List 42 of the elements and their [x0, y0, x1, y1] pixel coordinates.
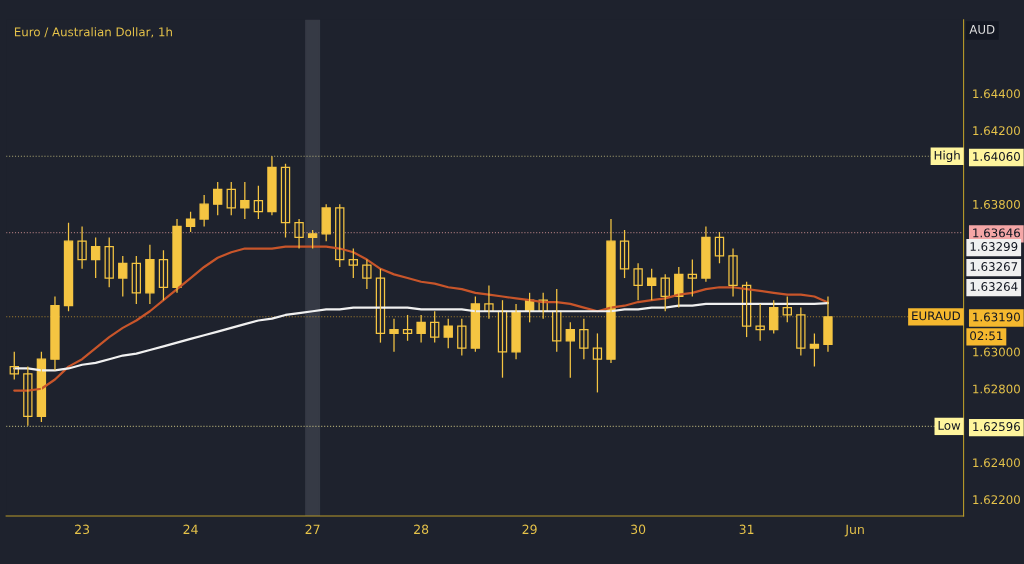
- y-tick-label: 1.62400: [973, 458, 1020, 468]
- x-tick-label: 31: [739, 524, 754, 535]
- x-tick-label: 28: [414, 524, 429, 535]
- y-axis-title: AUD: [969, 25, 995, 34]
- candlestick: [755, 303, 765, 342]
- y-tick-label: 1.63800: [973, 199, 1020, 209]
- y-tick-label: 1.63190: [973, 312, 1020, 322]
- x-tick-label: 23: [75, 524, 90, 535]
- candlestick: [104, 236, 114, 288]
- ref-line-label: High: [934, 150, 960, 162]
- x-tick-label: Jun: [844, 524, 864, 537]
- y-tick-label: 1.62800: [973, 384, 1020, 394]
- candlestick: [443, 318, 453, 349]
- y-tick-label: 1.62596: [973, 422, 1020, 432]
- candlestick: [362, 258, 372, 290]
- candlestick: [240, 181, 250, 220]
- candlestick: [321, 203, 331, 242]
- x-tick-label: 29: [522, 524, 537, 535]
- y-tick-label: 1.63000: [973, 347, 1020, 357]
- candlestick: [23, 365, 33, 427]
- candlestick: [796, 306, 806, 357]
- text: 1.63267: [970, 262, 1018, 272]
- y-tick-label: 1.62200: [973, 495, 1020, 505]
- text: Euro / Australian Dollar, 1h: [14, 27, 172, 38]
- ref-line-label: Low: [938, 421, 961, 430]
- text: 1.63264: [970, 282, 1018, 292]
- y-tick-label: 1.63646: [973, 228, 1020, 238]
- y-tick-label: 1.64060: [973, 152, 1020, 161]
- ref-line-label: EURAUD: [912, 311, 961, 321]
- x-tick-label: 24: [183, 524, 198, 534]
- candlestick: [646, 268, 657, 301]
- candlestick: [782, 295, 792, 323]
- y-tick-label: 1.64400: [973, 89, 1020, 99]
- candlestick: [185, 211, 196, 233]
- x-tick-label: 27: [305, 524, 320, 534]
- text: 02:51: [970, 331, 1003, 341]
- candlestick: [348, 247, 359, 279]
- candlestick: [457, 318, 467, 357]
- text: 1.63299: [970, 242, 1018, 252]
- y-tick-label: 1.64200: [973, 126, 1020, 136]
- line-series: [13, 245, 830, 392]
- x-tick-label: 30: [631, 524, 646, 535]
